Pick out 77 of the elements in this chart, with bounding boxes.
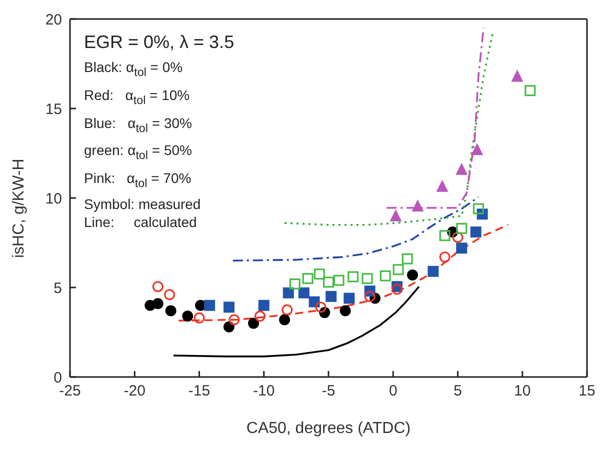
x-tick-label: -20: [124, 382, 146, 400]
point: [182, 310, 194, 322]
annotation: EGR = 0%, λ = 3.5: [84, 31, 234, 54]
point: [302, 273, 314, 284]
y-tick-label: 20: [45, 11, 62, 28]
point: [308, 296, 320, 308]
x-tick-label: -10: [253, 382, 275, 400]
annotation: Blue: α$_{tol}$ = 30%: [84, 114, 193, 136]
point: [439, 252, 450, 263]
point: [439, 230, 450, 242]
y-tick-label: 0: [54, 369, 62, 386]
point: [402, 253, 413, 264]
x-axis-title: CA50, degrees (ATDC): [246, 420, 411, 437]
point: [315, 302, 326, 313]
point: [282, 304, 293, 316]
point: [223, 321, 234, 332]
point: [282, 287, 294, 298]
x-tick-label: 15: [578, 382, 596, 400]
point: [471, 143, 484, 156]
line-series: [284, 32, 494, 226]
point: [248, 318, 260, 329]
point: [344, 292, 355, 304]
point: [333, 274, 344, 286]
x-tick-label: -15: [188, 382, 210, 400]
annotation: Black: α$_{tol}$ = 0%: [84, 58, 184, 81]
point: [407, 269, 418, 280]
point: [223, 302, 234, 313]
x-tick-label: 5: [454, 382, 462, 400]
point: [511, 70, 524, 82]
annotation: Line: calculated: [84, 212, 198, 231]
point: [228, 314, 240, 326]
point: [362, 273, 373, 284]
y-tick-label: 10: [45, 190, 62, 208]
point: [456, 222, 468, 234]
point: [164, 289, 176, 300]
point: [258, 300, 270, 311]
point: [380, 270, 391, 282]
x-tick-label: 10: [514, 382, 531, 400]
y-tick-label: 5: [54, 280, 62, 297]
point: [348, 271, 359, 282]
point: [412, 200, 424, 212]
point: [340, 305, 351, 316]
point: [456, 162, 468, 175]
point: [436, 180, 448, 192]
point: [364, 290, 376, 302]
x-tick-label: -5: [322, 382, 336, 400]
point: [323, 276, 334, 288]
annotation: Symbol: measured: [84, 194, 202, 213]
point: [524, 85, 536, 96]
point: [254, 310, 266, 322]
point: [390, 209, 402, 222]
y-tick-label: 15: [45, 100, 62, 118]
point: [152, 298, 164, 310]
annotation: Pink: α$_{tol}$ = 70%: [84, 169, 192, 192]
point: [392, 284, 403, 295]
point: [456, 242, 468, 254]
y-axis-title: isHC, g/KW-H: [10, 158, 28, 258]
point: [289, 278, 300, 290]
x-tick-label: 0: [388, 382, 398, 400]
point: [152, 281, 164, 292]
point: [279, 314, 290, 326]
point: [470, 226, 482, 238]
point: [392, 264, 404, 276]
x-tick-label: -25: [59, 382, 81, 400]
annotation: Red: α$_{tol}$ = 10%: [84, 86, 191, 109]
line-series: [232, 196, 480, 262]
point: [314, 268, 325, 280]
line-series: [172, 286, 420, 358]
point: [472, 203, 484, 214]
point: [428, 266, 439, 277]
annotation: green: α$_{tol}$ = 50%: [84, 141, 193, 164]
point: [298, 287, 310, 298]
point: [326, 290, 337, 302]
point: [194, 312, 205, 324]
point: [452, 232, 464, 243]
point: [204, 300, 216, 311]
point: [165, 305, 176, 316]
